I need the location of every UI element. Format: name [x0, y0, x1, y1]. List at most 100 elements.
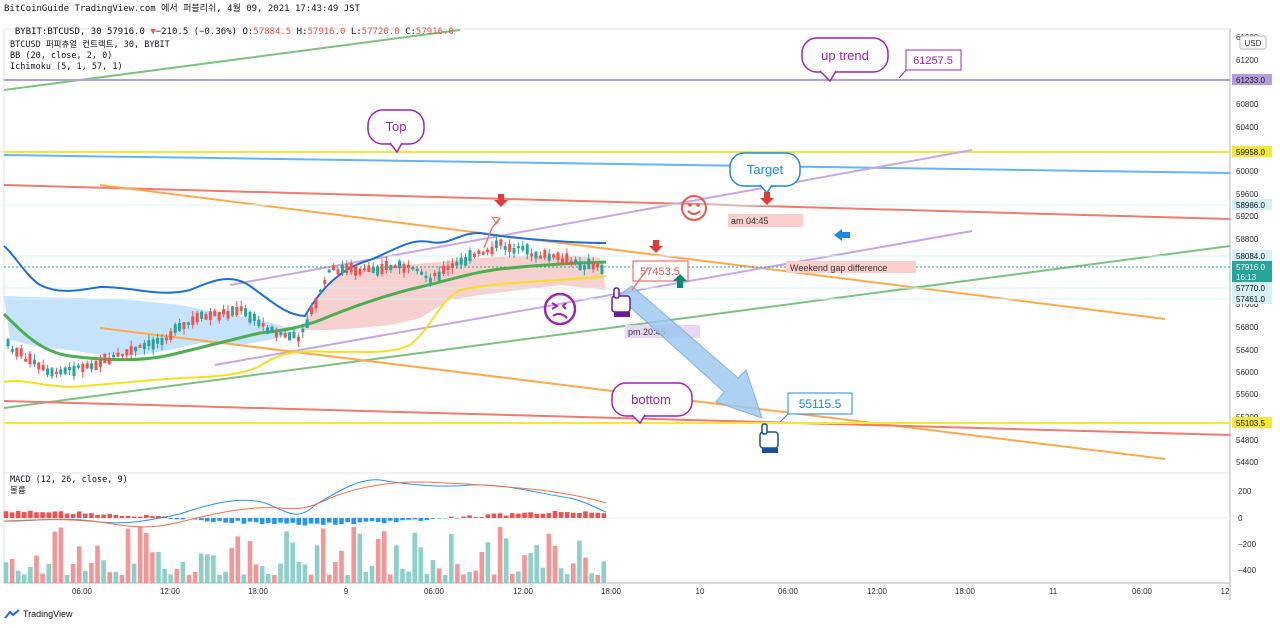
- candle-body: [200, 311, 204, 319]
- price-tag-label: 57770.0: [1236, 284, 1265, 293]
- volume-bar: [296, 562, 302, 583]
- macd-hist-bar: [406, 518, 411, 520]
- price-tick-label: 56000: [1236, 368, 1259, 377]
- macd-hist-bar: [125, 515, 131, 518]
- legend-bb[interactable]: BB (20, close, 2, 0): [10, 51, 113, 61]
- red-down-arrow-2: [649, 240, 663, 253]
- volume-bar: [442, 574, 448, 583]
- candle-body: [420, 271, 424, 275]
- candlestick-series: [6, 235, 604, 380]
- callout-top[interactable]: Top: [367, 109, 425, 154]
- legend-macd[interactable]: MACD (12, 26, close, 9): [10, 475, 128, 485]
- candle-body: [164, 337, 168, 341]
- time-axis-labels[interactable]: 06:00 12:00 18:00 9 06:00 12:00 18:00 10 06:00 12…: [72, 587, 1230, 596]
- candle-body: [340, 265, 344, 274]
- time-tick-label: 18:00: [601, 587, 622, 596]
- tradingview-brand[interactable]: TradingView: [4, 609, 73, 619]
- candle-body: [543, 250, 547, 258]
- macd-hist-bar: [83, 513, 88, 518]
- candle-body: [138, 345, 142, 348]
- volume-bar: [455, 564, 460, 583]
- macd-hist-bar: [119, 515, 125, 518]
- candle-body: [230, 306, 234, 316]
- candle-body: [72, 365, 76, 377]
- am-time-label: am 04:45: [731, 216, 769, 226]
- candle-body: [380, 263, 384, 275]
- candle-body: [279, 332, 283, 335]
- macd-hist-bar: [314, 518, 320, 524]
- callout-target[interactable]: Target: [729, 152, 801, 195]
- price-box-55115[interactable]: 55115.5: [779, 392, 853, 423]
- volume-bar: [180, 561, 186, 583]
- volume-bar: [198, 553, 204, 583]
- price-tag-bg: [1232, 417, 1272, 428]
- smiley-icon: [681, 195, 707, 221]
- volume-bar: [290, 542, 295, 583]
- red-down-arrow-3: [760, 192, 774, 205]
- volume-bar: [15, 570, 21, 583]
- candle-body: [266, 327, 270, 334]
- candle-body: [6, 339, 10, 347]
- macd-hist-bar: [418, 518, 424, 521]
- macd-hist-bar: [58, 511, 64, 518]
- red-thin-arrowhead-1: [490, 216, 501, 225]
- candle-body: [569, 261, 573, 265]
- down-triangle-icon: ▼: [150, 27, 156, 37]
- volume-bar: [278, 563, 283, 583]
- macd-hist-bar: [70, 514, 76, 518]
- price-tick-label: 60400: [1236, 123, 1259, 132]
- callout-up-trend[interactable]: up trend: [801, 37, 889, 83]
- price-tick-label: 56400: [1236, 346, 1259, 355]
- candle-body: [54, 371, 58, 375]
- volume-bar: [217, 574, 222, 583]
- volume-bar: [162, 568, 167, 583]
- candle-body: [239, 306, 243, 312]
- volume-bar: [461, 574, 466, 583]
- ohlc-line: BYBIT:BTCUSD, 30 57916.0 ▼−210.5 (−0.36%…: [4, 16, 454, 38]
- macd-hist-bar: [52, 511, 58, 518]
- price-tag-bg: [1232, 250, 1272, 261]
- candle-body: [19, 348, 23, 357]
- legend-ichimoku[interactable]: Ichimoku (5, 1, 57, 1): [10, 62, 123, 72]
- price-tick-label: 54800: [1236, 436, 1259, 445]
- volume-bar: [150, 552, 155, 583]
- legend-volume[interactable]: 볼륨: [10, 486, 26, 496]
- legend-title[interactable]: BTCUSD 퍼피츄얼 컨트랙트, 30, BYBIT: [10, 40, 170, 50]
- volume-bar: [314, 545, 320, 583]
- price-tag-countdown: 16:13: [1236, 273, 1257, 282]
- volume-bar: [497, 526, 503, 583]
- macd-hist-bar: [546, 513, 552, 518]
- price-tag-bg: [1232, 282, 1272, 293]
- macd-hist-bar: [174, 518, 180, 520]
- price-box-57453-text: 57453.5: [640, 266, 680, 278]
- price-tick-label: 60800: [1236, 100, 1259, 109]
- price-box-61257[interactable]: 61257.5: [898, 49, 962, 79]
- volume-bar: [259, 565, 265, 583]
- candle-body: [389, 265, 393, 271]
- volume-bar: [241, 574, 247, 583]
- price-axis-tags: 61233.0 59958.0 58986.0 58084.0 57916.016:13…: [1232, 74, 1272, 428]
- price-box-57453[interactable]: 57453.5: [632, 260, 689, 282]
- macd-pane-frame: [3, 472, 1231, 584]
- macd-hist-bar: [320, 518, 326, 525]
- high-value: 57916.0: [307, 27, 346, 37]
- candle-body: [248, 311, 252, 323]
- candle-body: [411, 267, 415, 270]
- volume-bar: [485, 542, 491, 583]
- candle-body: [516, 246, 520, 249]
- candle-body: [24, 358, 28, 362]
- macd-hist-bar: [534, 514, 539, 518]
- volume-bar: [449, 533, 454, 583]
- time-tick-label: 9: [344, 587, 349, 596]
- candle-body: [213, 310, 217, 317]
- candle-body: [600, 264, 604, 274]
- channel-purple-lower: [214, 230, 973, 366]
- callout-bottom[interactable]: bottom: [611, 382, 693, 425]
- macd-hist-bar: [467, 515, 472, 518]
- weekend-gap-label: Weekend gap difference: [790, 263, 887, 273]
- currency-badge[interactable]: [1239, 35, 1267, 50]
- trendline-green-lower: [3, 245, 1231, 409]
- candle-body: [459, 257, 463, 265]
- candle-body: [107, 357, 111, 365]
